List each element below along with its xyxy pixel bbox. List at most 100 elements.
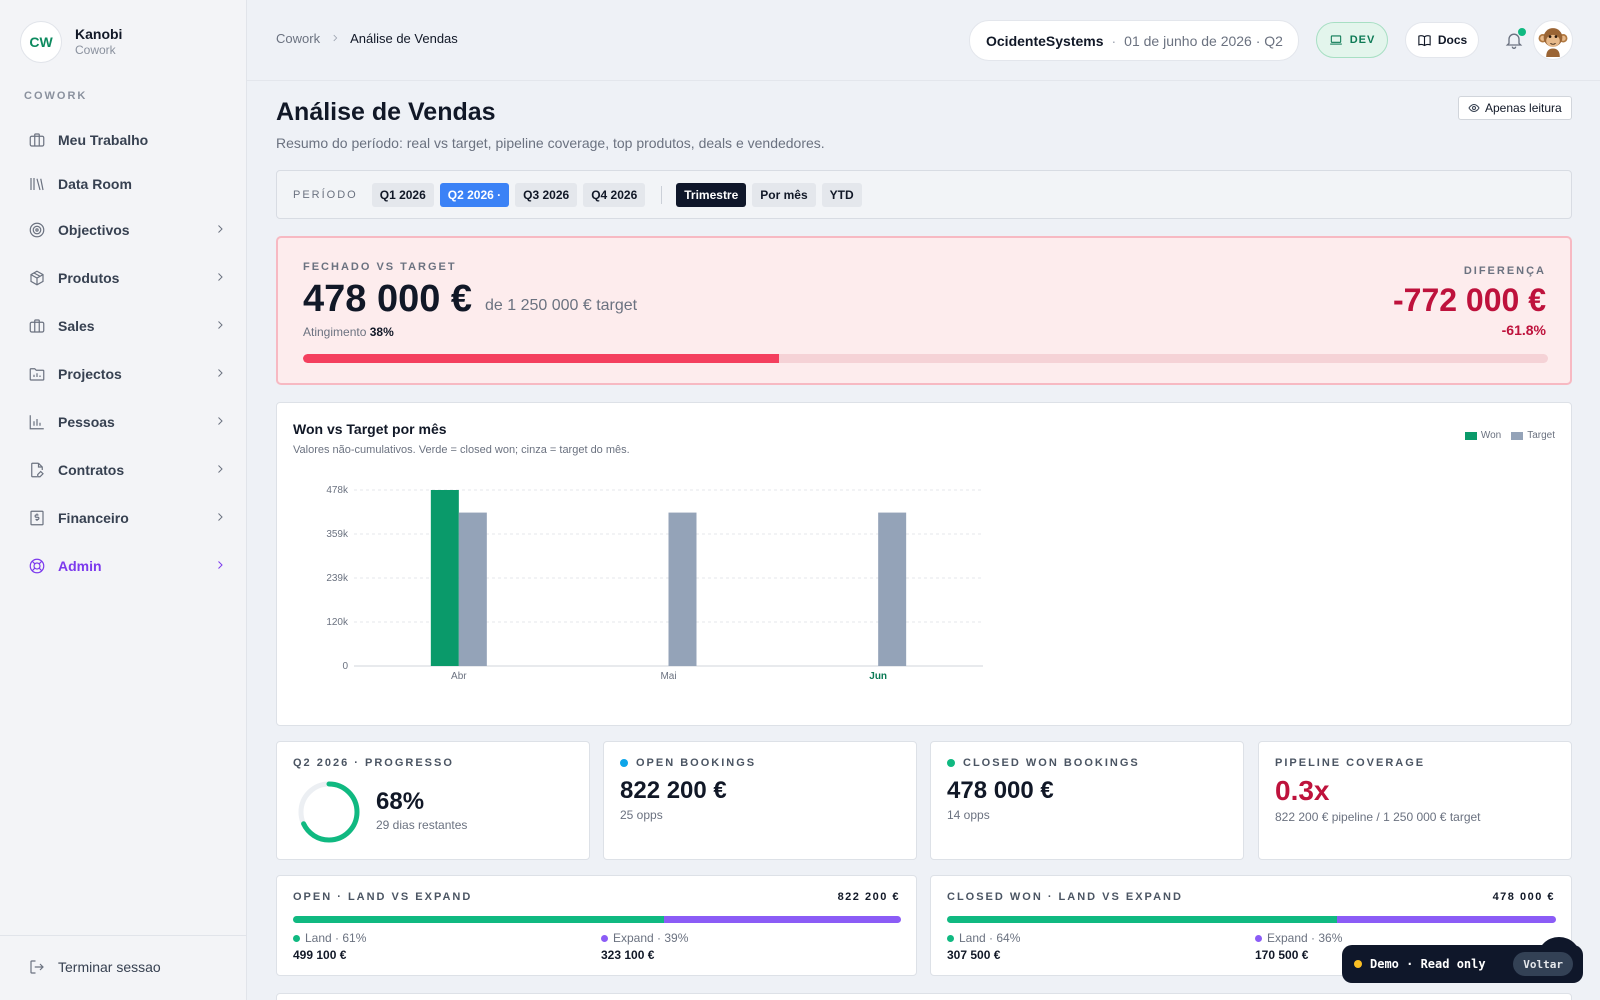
brand[interactable]: CW Kanobi Cowork	[20, 21, 122, 63]
sidebar-item-pessoas[interactable]: Pessoas	[18, 398, 228, 446]
kpi-label-row: CLOSED WON BOOKINGS	[947, 757, 1140, 769]
sidebar-section-label: COWORK	[24, 90, 88, 102]
expand-dot	[1255, 934, 1262, 942]
sidebar-item-label: Meu Trabalho	[58, 132, 149, 148]
sidebar-item-produtos[interactable]: Produtos	[18, 254, 228, 302]
x-tick-label: Mai	[660, 671, 676, 682]
page-title: Análise de Vendas	[276, 98, 496, 126]
breadcrumb-link[interactable]: Cowork	[276, 31, 321, 46]
progress-ring	[298, 781, 360, 843]
difference-percent: -61.8%	[1501, 322, 1546, 338]
pipeline-coverage-card: PIPELINE COVERAGE 0.3x 822 200 € pipelin…	[1258, 741, 1572, 860]
open-bookings-card: OPEN BOOKINGS 822 200 € 25 opps	[603, 741, 917, 860]
card-label: FECHADO VS TARGET	[303, 261, 457, 273]
progress-remaining: 29 dias restantes	[376, 818, 468, 832]
sidebar: CW Kanobi Cowork COWORK Meu Trabalho Dat…	[0, 0, 247, 1000]
breadcrumb-current: Análise de Vendas	[350, 31, 458, 46]
sidebar-item-objectivos[interactable]: Objectivos	[18, 206, 228, 254]
notification-dot	[1518, 28, 1526, 36]
period-chip-q4[interactable]: Q4 2026	[583, 182, 646, 207]
land-column: Land · 61% 499 100 €	[293, 931, 366, 962]
demo-banner: Demo · Read only Voltar	[1342, 945, 1583, 983]
logout-button[interactable]: Terminar sessao	[28, 958, 161, 976]
logout-icon	[28, 958, 46, 976]
bar-won	[430, 490, 459, 666]
status-dot	[620, 759, 628, 767]
sidebar-item-label: Data Room	[58, 176, 132, 192]
folder-chart-icon	[28, 365, 46, 383]
separator-dot: ·	[1111, 32, 1117, 49]
readonly-label: Apenas leitura	[1485, 101, 1562, 115]
chevron-right-icon	[214, 222, 228, 238]
kpi-sub: 14 opps	[947, 808, 990, 822]
briefcase-icon	[28, 317, 46, 335]
notifications-bell-icon[interactable]	[1504, 30, 1524, 50]
legend-item-won[interactable]: Won	[1464, 430, 1502, 441]
expand-column: Expand · 39% 323 100 €	[601, 931, 688, 962]
sidebar-item-financeiro[interactable]: Financeiro	[18, 494, 228, 542]
kpi-label: OPEN BOOKINGS	[636, 757, 757, 769]
sidebar-item-sales[interactable]: Sales	[18, 302, 228, 350]
y-tick-label: 120k	[326, 617, 349, 628]
sidebar-item-data-room[interactable]: Data Room	[18, 162, 228, 206]
chevron-right-icon	[214, 462, 228, 478]
land-value: 499 100 €	[293, 948, 347, 962]
sidebar-item-contratos[interactable]: Contratos	[18, 446, 228, 494]
sidebar-item-projectos[interactable]: Projectos	[18, 350, 228, 398]
laptop-icon	[1329, 33, 1343, 47]
readonly-badge: Apenas leitura	[1458, 96, 1572, 120]
y-tick-label: 359k	[326, 529, 349, 540]
y-tick-label: 478k	[326, 485, 349, 496]
docs-button[interactable]: Docs	[1405, 22, 1479, 58]
divider	[661, 185, 663, 204]
legend-item-target[interactable]: Target	[1511, 430, 1555, 441]
target-value: de 1 250 000 € target	[485, 297, 638, 314]
y-tick-label: 239k	[326, 573, 349, 584]
attainment-value: 38%	[369, 325, 394, 339]
sidebar-item-label: Produtos	[58, 270, 120, 286]
bar-chart-icon	[28, 413, 46, 431]
attainment-progress-bar	[303, 354, 1548, 363]
view-chip-trimestre[interactable]: Trimestre	[676, 182, 747, 207]
eye-icon	[1468, 102, 1480, 114]
expand-segment	[1336, 916, 1556, 923]
period-chip-q2[interactable]: Q2 2026 ·	[439, 182, 510, 207]
expand-segment	[663, 916, 901, 923]
land-label: Land · 64%	[959, 931, 1021, 945]
difference-label: DIFERENÇA	[1463, 265, 1546, 277]
kpi-label: CLOSED WON BOOKINGS	[963, 757, 1140, 769]
avatar[interactable]	[1533, 20, 1573, 60]
kpi-value: 0.3x	[1275, 775, 1330, 806]
period-chip-q1[interactable]: Q1 2026	[371, 182, 434, 207]
sidebar-item-meu-trabalho[interactable]: Meu Trabalho	[18, 118, 228, 162]
closed-vs-target-card: FECHADO VS TARGET 478 000 € de 1 250 000…	[276, 236, 1572, 385]
org-name: OcidenteSystems	[986, 32, 1104, 49]
legend-swatch	[1464, 431, 1477, 440]
legend-label: Target	[1527, 430, 1555, 441]
env-badge[interactable]: DEV	[1316, 22, 1388, 58]
kpi-label-row: OPEN BOOKINGS	[620, 757, 756, 769]
chevron-right-icon	[214, 366, 228, 382]
briefcase-icon	[28, 131, 46, 149]
view-chip-por-mes[interactable]: Por mês	[752, 182, 816, 207]
card-label: CLOSED WON · LAND VS EXPAND	[947, 891, 1183, 903]
receipt-icon	[28, 509, 46, 527]
chevron-right-icon	[330, 31, 340, 46]
land-column: Land · 64% 307 500 €	[947, 931, 1020, 962]
lifebuoy-icon	[28, 557, 46, 575]
package-icon	[28, 269, 46, 287]
back-button[interactable]: Voltar	[1513, 952, 1573, 976]
kpi-value: 478 000 €	[947, 777, 1054, 804]
kpi-label: Q2 2026 · PROGRESSO	[293, 757, 454, 769]
view-chip-ytd[interactable]: YTD	[821, 182, 862, 207]
won-vs-target-chart-card: Won vs Target por mês Valores não-cumula…	[276, 402, 1572, 726]
x-tick-label: Abr	[451, 671, 467, 682]
sidebar-footer: Terminar sessao	[0, 935, 247, 1000]
period-filter-bar: PERÍODO Q1 2026 Q2 2026 · Q3 2026 Q4 202…	[276, 170, 1572, 219]
brand-name: Kanobi	[75, 26, 123, 42]
sidebar-item-admin[interactable]: Admin	[18, 542, 228, 590]
legend-label: Won	[1480, 430, 1502, 441]
period-chip-q3[interactable]: Q3 2026	[515, 182, 578, 207]
chevron-right-icon	[214, 414, 228, 430]
org-context-pill[interactable]: OcidenteSystems · 01 de junho de 2026 · …	[969, 20, 1299, 61]
